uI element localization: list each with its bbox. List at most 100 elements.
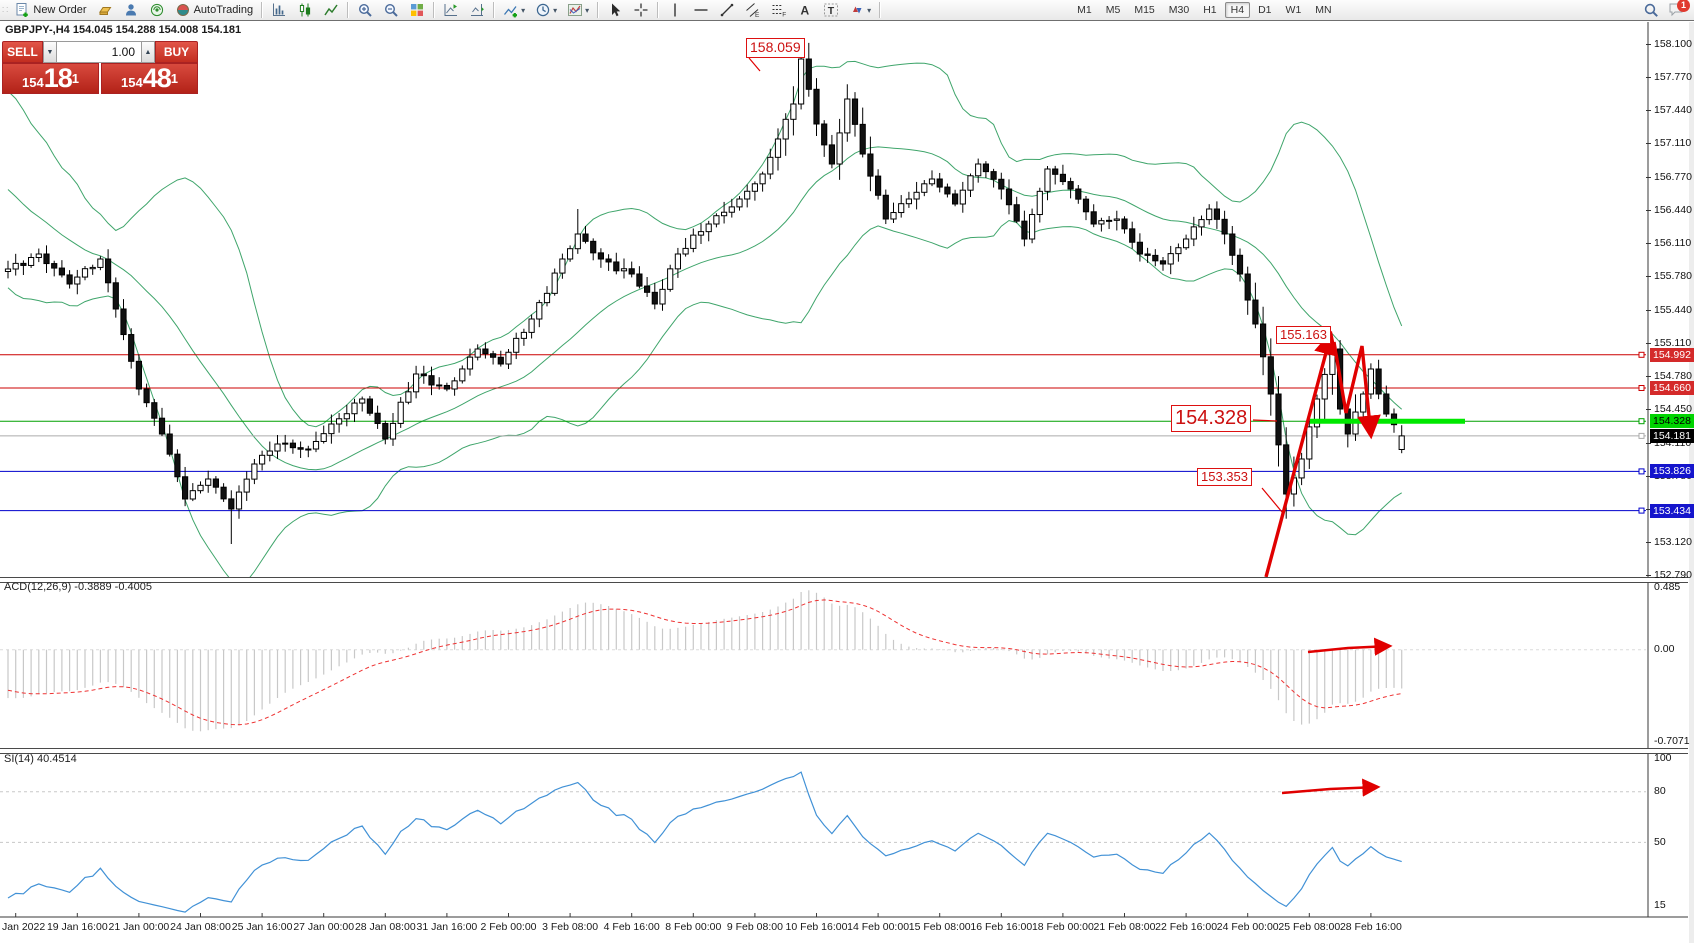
time-axis-label: 21 Feb 08:00 xyxy=(1093,921,1156,933)
tab-timeframe-W1[interactable]: W1 xyxy=(1285,4,1302,16)
buy-price-button[interactable]: 154 48 1 xyxy=(101,63,198,94)
tab-timeframe-D1[interactable]: D1 xyxy=(1258,4,1272,16)
trader-drawings[interactable] xyxy=(748,57,1393,797)
sell-price-button[interactable]: 154 18 1 xyxy=(2,63,99,94)
clock-icon xyxy=(535,2,551,18)
tab-timeframe-H4[interactable]: H4 xyxy=(1224,2,1251,18)
tab-timeframe-M1[interactable]: M1 xyxy=(1077,4,1092,16)
price-annotation-154.328[interactable]: 154.328 xyxy=(1171,405,1252,432)
price-tag-154.992: 154.992 xyxy=(1650,347,1694,362)
red-arrow[interactable] xyxy=(1281,778,1381,797)
autotrading-button[interactable]: AutoTrading xyxy=(170,0,259,21)
text-label-button[interactable]: T xyxy=(818,0,844,21)
indicators-button[interactable]: ▾ xyxy=(498,0,530,21)
search-button[interactable] xyxy=(1638,0,1664,21)
red-arrow[interactable] xyxy=(1332,341,1381,440)
buy-button[interactable]: BUY xyxy=(155,41,198,63)
volume-increase-button[interactable]: ▲ xyxy=(141,41,155,63)
price-axis-tick-label: 157.770 xyxy=(1654,70,1692,83)
price-annotation-155.163[interactable]: 155.163 xyxy=(1276,326,1331,345)
zoom-out-button[interactable] xyxy=(378,0,404,21)
tile-windows-button[interactable] xyxy=(404,0,430,21)
price-axis-tick-label: 156.110 xyxy=(1654,236,1692,249)
price-axis-tick xyxy=(1646,242,1651,244)
time-axis-label: 3 Feb 08:00 xyxy=(542,921,599,933)
price-axis-tick xyxy=(1646,209,1651,211)
price-axis-tick-label: 156.770 xyxy=(1654,170,1692,183)
crosshair-tool-button[interactable] xyxy=(628,0,654,21)
horizontal-line-icon xyxy=(693,2,709,18)
annotation-connector xyxy=(1261,487,1283,513)
level-marker xyxy=(1638,418,1645,425)
trend-line-icon xyxy=(719,2,735,18)
rsi-axis-label: 15 xyxy=(1654,899,1666,912)
price-annotation-153.353[interactable]: 153.353 xyxy=(1197,468,1252,487)
annotation-connector xyxy=(1331,345,1338,354)
horizontal-line-button[interactable] xyxy=(688,0,714,21)
price-axis-tick xyxy=(1646,142,1651,144)
text-label-icon: T xyxy=(823,2,839,18)
buy-price-figure: 154 xyxy=(121,75,143,90)
line-chart-button[interactable] xyxy=(318,0,344,21)
notifications-button[interactable]: 1 xyxy=(1668,0,1690,19)
new-order-label: New Order xyxy=(33,4,87,16)
red-arrow[interactable] xyxy=(1264,330,1338,578)
price-axis-tick xyxy=(1646,508,1651,510)
time-axis-label: 24 Jan 08:00 xyxy=(170,921,231,933)
chevron-down-icon: ▾ xyxy=(553,5,558,15)
price-axis-tick xyxy=(1646,475,1651,477)
level-marker xyxy=(1638,385,1645,391)
chevron-down-icon: ▾ xyxy=(585,5,590,15)
macd-axis-label: -0.7071 xyxy=(1654,734,1690,747)
new-order-button[interactable]: New Order xyxy=(9,0,91,21)
vertical-line-button[interactable] xyxy=(662,0,688,21)
price-annotation-158.059[interactable]: 158.059 xyxy=(746,38,805,58)
tab-timeframe-M5[interactable]: M5 xyxy=(1105,4,1121,16)
svg-text:E: E xyxy=(755,12,760,18)
bar-chart-button[interactable] xyxy=(266,0,292,21)
volume-decrease-button[interactable]: ▼ xyxy=(43,41,57,63)
text-tool-button[interactable]: A xyxy=(792,0,818,21)
time-axis-label: 28 Jan 08:00 xyxy=(354,921,416,933)
arrows-button[interactable]: ▾ xyxy=(844,0,876,21)
red-arrow[interactable] xyxy=(1307,637,1393,656)
tab-timeframe-M30[interactable]: M30 xyxy=(1168,4,1190,16)
toolbar-right: 1 xyxy=(1638,0,1694,21)
auto-scroll-button[interactable] xyxy=(438,0,464,21)
level-marker xyxy=(1638,432,1645,439)
macd-panel xyxy=(0,590,1646,732)
rsi-panel xyxy=(0,771,1646,913)
deposit-button[interactable] xyxy=(92,0,118,21)
separator xyxy=(347,2,350,18)
gold-icon xyxy=(97,2,113,18)
tab-timeframe-MN[interactable]: MN xyxy=(1315,4,1332,16)
tab-timeframe-H1[interactable]: H1 xyxy=(1203,4,1217,16)
time-axis-label: Jan 2022 xyxy=(2,921,46,933)
price-axis-tick xyxy=(1646,375,1651,377)
panel-splitter-macd[interactable] xyxy=(0,577,1688,583)
candlestick-chart-button[interactable] xyxy=(292,0,318,21)
terminal-button[interactable] xyxy=(118,0,144,21)
volume-input[interactable] xyxy=(57,41,141,63)
candlestick-chart-icon xyxy=(297,2,313,18)
tab-timeframe-M15[interactable]: M15 xyxy=(1134,4,1155,16)
panel-splitter-rsi[interactable] xyxy=(0,748,1688,754)
chart-shift-button[interactable] xyxy=(464,0,490,21)
channel-button[interactable]: E xyxy=(740,0,766,21)
signals-button[interactable] xyxy=(144,0,170,21)
tile-windows-icon xyxy=(409,2,425,18)
periods-button[interactable]: ▾ xyxy=(530,0,562,21)
search-icon xyxy=(1643,2,1659,18)
trendline-button[interactable] xyxy=(714,0,740,21)
zoom-in-button[interactable] xyxy=(352,0,378,21)
time-axis-label: 31 Jan 16:00 xyxy=(416,921,478,933)
templates-button[interactable]: ▾ xyxy=(562,0,594,21)
cursor-tool-button[interactable] xyxy=(602,0,628,21)
rsi-axis-label: 80 xyxy=(1654,785,1666,798)
fibonacci-button[interactable]: F xyxy=(766,0,792,21)
sell-button[interactable]: SELL xyxy=(2,41,43,63)
price-axis-tick-label: 155.440 xyxy=(1654,303,1692,316)
time-axis-label: 2 Feb 00:00 xyxy=(480,921,537,933)
